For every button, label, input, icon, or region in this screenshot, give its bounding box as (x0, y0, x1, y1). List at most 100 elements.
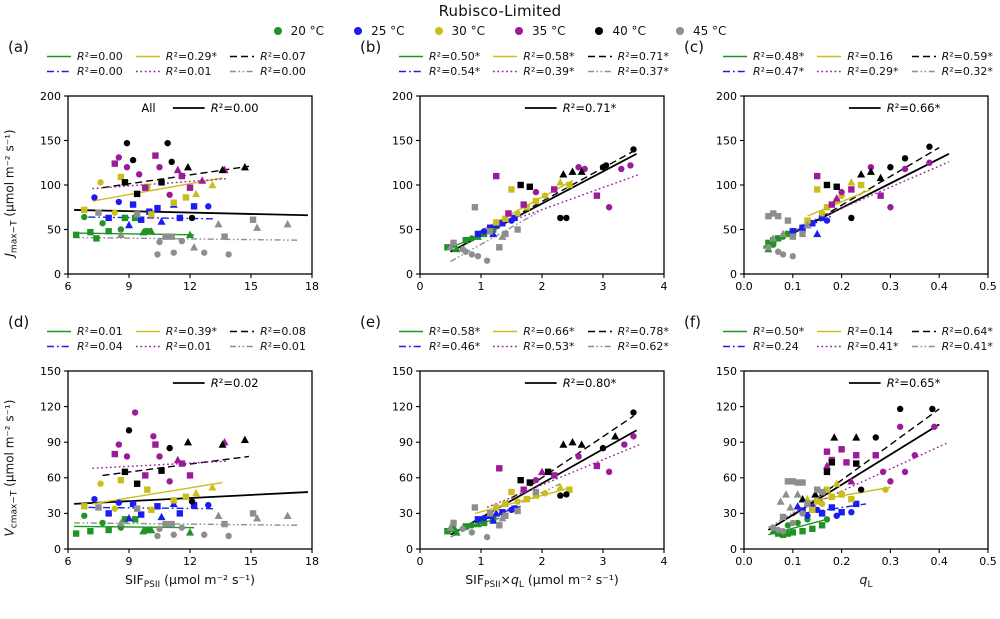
point-35c (173, 455, 182, 464)
point-45c (498, 232, 507, 240)
r2-legend: R²=0.48* R²=0.16 R²=0.59* R²=0.47* R²=0.29* R… (722, 50, 993, 78)
x-tick-label: 9 (126, 280, 133, 293)
point-40c (559, 170, 568, 178)
r2-legend-entry-40c: R²=0.59* (911, 50, 993, 63)
title-segment: V (2, 528, 17, 537)
point-40c (853, 460, 860, 467)
point-45c (799, 479, 806, 486)
point-45c (468, 529, 476, 536)
y-tick-label: 0 (54, 268, 61, 281)
title-segment: cmax−T (9, 490, 20, 529)
y-axis-title (352, 365, 374, 571)
point-45c (799, 230, 806, 238)
point-20c (784, 530, 792, 537)
point-20c (809, 525, 816, 533)
r2-value: R²=0.46* (429, 340, 481, 353)
point-25c (489, 516, 498, 524)
legend-label: 20 °C (290, 24, 325, 38)
point-25c (190, 203, 198, 210)
point-30c (828, 493, 836, 500)
point-35c (496, 465, 503, 472)
plot-row: 0 1 2 3 4 0 30 60 90 120 150 R²=0.80* (352, 365, 676, 571)
line-swatch-20c (47, 55, 71, 58)
point-45c (178, 237, 186, 245)
r2-legend-entry-35c: R²=0.39* (492, 65, 575, 78)
panel-e: (e) R²=0.58* R²=0.66* R²=0.78* R²=0.46* R²=0… (352, 313, 676, 612)
point-35c (887, 478, 894, 485)
x-tick-label: 0.3 (882, 280, 900, 293)
point-30c (832, 479, 841, 487)
line-swatch-40c (911, 330, 936, 333)
y-tick-label: 50 (723, 223, 737, 236)
x-tick-label: 0.2 (833, 280, 851, 293)
inner-legend-r2: R²=0.00 (211, 101, 259, 115)
y-axis-title: Vcmax−T (μmol m⁻² s⁻¹) (0, 365, 22, 571)
r2-value: R²=0.58* (429, 325, 481, 338)
r2-legend-entry-20c: R²=0.48* (722, 50, 804, 63)
panel-label: (d) (8, 313, 30, 331)
line-swatch-30c (135, 330, 160, 333)
r2-legend-entry-35c: R²=0.53* (492, 340, 575, 353)
line-swatch-40c (911, 55, 936, 58)
point-40c (188, 498, 196, 505)
r2-legend: R²=0.01 R²=0.39* R²=0.08 R²=0.04 R²=0.01 R²=0… (46, 325, 306, 353)
point-25c (853, 500, 860, 508)
y-tick-label: 50 (399, 223, 413, 236)
point-45c (784, 217, 792, 224)
point-40c (876, 173, 885, 182)
trend-line-45 (74, 236, 298, 241)
point-20c (452, 244, 461, 253)
point-35c (896, 423, 904, 430)
point-20c (462, 236, 469, 244)
point-35c (111, 450, 118, 458)
y-tick-label: 90 (47, 436, 61, 449)
line-swatch-30c (135, 55, 160, 58)
point-35c (575, 164, 582, 171)
point-45c (474, 253, 482, 260)
r2-legend-entry-40c: R²=0.08 (229, 325, 306, 338)
r2-legend-entry-20c: R²=0.50* (722, 325, 804, 338)
y-axis-title (676, 90, 698, 296)
point-35c (593, 192, 601, 199)
point-30c (848, 495, 855, 503)
point-35c (621, 441, 628, 448)
trend-line-40 (474, 150, 634, 240)
point-35c (142, 184, 149, 191)
point-25c (154, 204, 161, 212)
r2-legend-entry-25c: R²=0.47* (722, 65, 804, 78)
point-30c (847, 178, 856, 186)
x-tick-label: 9 (126, 555, 133, 568)
point-30c (97, 480, 104, 487)
point-25c (499, 509, 506, 516)
y-tick-label: 120 (40, 400, 61, 413)
y-tick-label: 200 (40, 90, 61, 103)
point-40c (164, 139, 171, 147)
point-25c (789, 228, 796, 235)
x-tick-label: 15 (244, 555, 258, 568)
point-45c (133, 505, 141, 512)
point-40c (833, 183, 840, 190)
plot-row: 0.0 0.1 0.2 0.3 0.4 0.5 0 30 60 90 120 150 R²=0.65* (676, 365, 1000, 571)
title-segment: (μmol m⁻² s⁻¹) (160, 572, 256, 587)
trend-line-35 (802, 161, 950, 226)
point-25c (499, 220, 506, 227)
point-45c (496, 522, 503, 529)
x-tick-label: 12 (183, 280, 197, 293)
point-35c (828, 201, 836, 208)
point-35c (838, 446, 845, 453)
y-tick-label: 200 (392, 90, 413, 103)
y-tick-label: 50 (47, 223, 61, 236)
x-tick-label: 6 (65, 280, 72, 293)
point-35c (532, 188, 540, 196)
point-25c (480, 514, 488, 522)
point-35c (605, 204, 613, 211)
x-tick-label: 2 (539, 555, 546, 568)
point-20c (147, 525, 156, 534)
point-20c (468, 522, 476, 529)
y-tick-label: 0 (730, 543, 737, 556)
r2-legend-entry-25c: R²=0.46* (398, 340, 480, 353)
point-20c (799, 528, 806, 535)
point-45c (253, 513, 262, 522)
trend-line-35 (92, 460, 227, 470)
y-tick-label: 100 (716, 179, 737, 192)
